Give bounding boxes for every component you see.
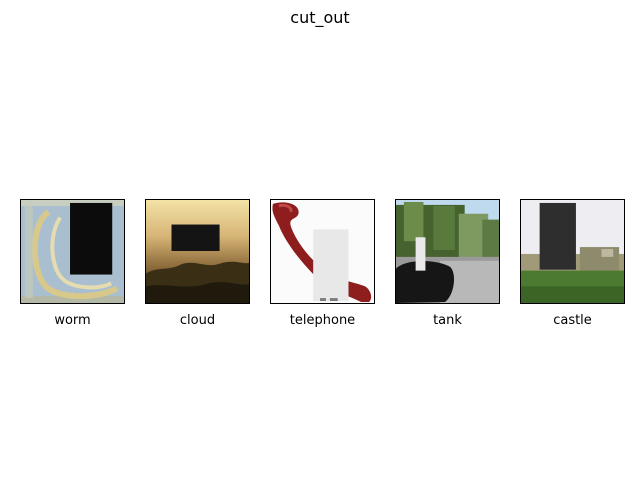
image-panel-castle bbox=[520, 199, 625, 304]
caption-telephone: telephone bbox=[289, 313, 356, 328]
caption-worm: worm bbox=[54, 313, 91, 328]
tank-image bbox=[396, 200, 499, 303]
image-panel-cloud bbox=[145, 199, 250, 304]
caption-tank: tank bbox=[433, 313, 462, 328]
worm-image bbox=[21, 200, 124, 303]
figure-title: cut_out bbox=[290, 8, 350, 27]
telephone-image bbox=[271, 200, 374, 303]
caption-cloud: cloud bbox=[179, 313, 216, 328]
image-panel-worm bbox=[20, 199, 125, 304]
caption-castle: castle bbox=[553, 313, 592, 328]
image-panel-telephone bbox=[270, 199, 375, 304]
cloud-image bbox=[146, 200, 249, 303]
image-panel-tank bbox=[395, 199, 500, 304]
castle-image bbox=[521, 200, 624, 303]
